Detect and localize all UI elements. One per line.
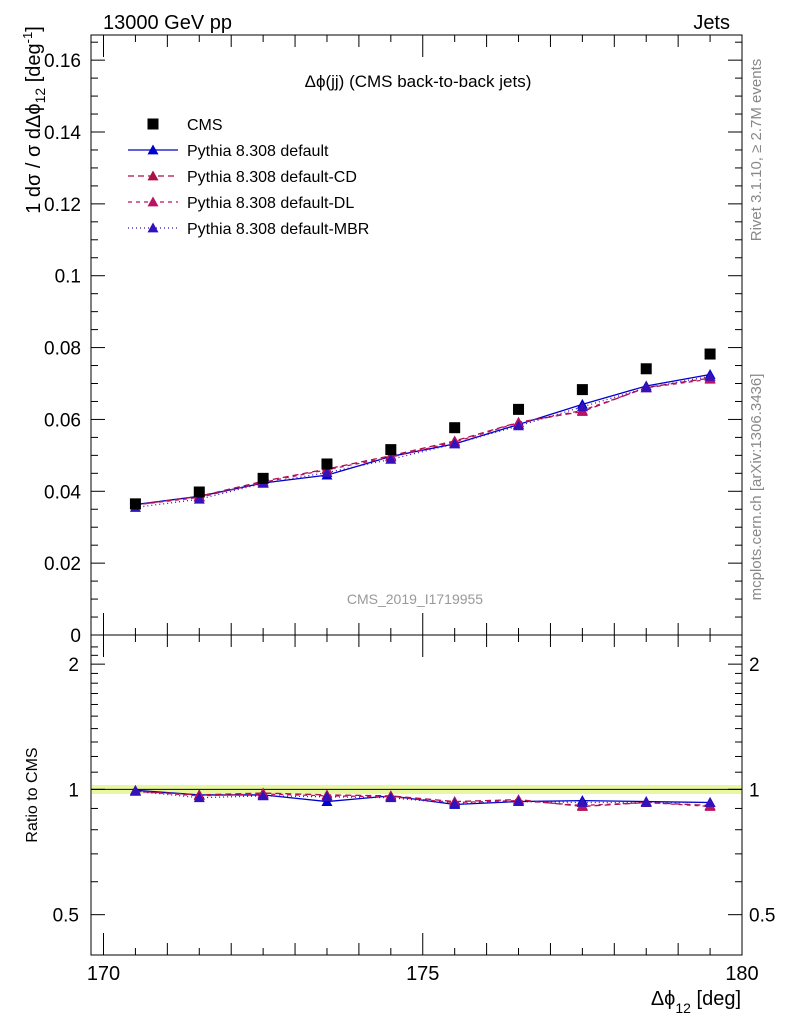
series-marker-3: [449, 438, 461, 449]
series-line-3: [135, 375, 711, 509]
x-tick-label: 170: [87, 963, 120, 985]
cms-data-point: [449, 422, 461, 434]
legend-label-2: Pythia 8.308 default-DL: [187, 195, 354, 212]
series-line-1: [135, 377, 711, 506]
legend-label-3: Pythia 8.308 default-MBR: [187, 221, 369, 238]
ratio-y-axis: 0.5 0.5 1 1 2 2: [53, 646, 775, 956]
ratio-y-axis-label: Ratio to CMS: [24, 747, 41, 842]
y-tick-label: 0.14: [44, 123, 81, 144]
ratio-marker-3: [640, 797, 652, 807]
x-tick-label: 180: [725, 963, 758, 985]
series-line-2: [135, 378, 711, 506]
ratio-marker-3: [257, 790, 269, 801]
cms-data-point: [385, 444, 397, 456]
main-series-group: [129, 369, 716, 512]
y-tick-label: 0.06: [44, 410, 81, 431]
y-tick-label: 0.08: [44, 339, 81, 360]
ratio-y-tick-label-left: 0.5: [53, 906, 79, 927]
legend-marker-2: [147, 196, 159, 207]
analysis-watermark: CMS_2019_I1719955: [347, 591, 483, 607]
series-marker-3: [704, 370, 716, 381]
main-y-axis-label: 1 dσ / σ dΔϕ12 [deg-1]: [20, 26, 48, 214]
legend-label-1: Pythia 8.308 default-CD: [187, 169, 357, 186]
ratio-y-tick-label-left: 1: [68, 780, 79, 801]
legend-label-cms: CMS: [187, 117, 223, 134]
y-tick-label: 0.04: [44, 482, 81, 503]
x-label-quantity: Δϕ: [651, 988, 676, 1010]
legend-marker-0: [147, 144, 159, 155]
main-y-axis: 0 0.02 0.04 0.06 0.08 0.1 0.12 0.14 0.16: [44, 41, 742, 647]
legend-marker-3: [147, 222, 159, 233]
y-label-unit: [deg: [23, 43, 45, 82]
ratio-y-tick-label-left: 2: [68, 655, 79, 676]
mcplots-label: mcplots.cern.ch [arXiv:1306.3436]: [748, 374, 765, 601]
y-label-unit-close: ]: [23, 26, 45, 32]
legend-marker-cms: [147, 118, 159, 130]
svg-text:1 dσ / σ dΔϕ12 [deg-1]: 1 dσ / σ dΔϕ12 [deg-1]: [20, 26, 48, 214]
x-label-unit: [deg]: [697, 988, 741, 1010]
x-label-subscript: 12: [675, 1000, 691, 1016]
ratio-y-tick-label-right: 0.5: [749, 906, 775, 927]
series-marker-3: [321, 467, 333, 478]
ratio-marker-3: [449, 797, 461, 808]
y-tick-label: 0.1: [55, 267, 81, 288]
ratio-line-0: [135, 789, 711, 806]
ratio-marker-3: [129, 785, 141, 796]
y-label-unit-exponent: -1: [20, 32, 35, 44]
cms-data-point: [576, 384, 588, 396]
cms-data-point: [513, 403, 525, 415]
series-marker-3: [193, 493, 205, 504]
series-line-0: [135, 373, 711, 506]
cms-data-point: [321, 458, 333, 470]
cms-data-point: [257, 472, 269, 484]
ratio-marker-3: [513, 796, 525, 806]
series-marker-3: [513, 420, 525, 431]
legend: CMS Pythia 8.308 default Pythia 8.308 defa…: [128, 117, 369, 238]
cms-data-group: [129, 348, 716, 510]
chart-title: Δϕ(jj) (CMS back-to-back jets): [305, 72, 532, 91]
ratio-marker-3: [385, 792, 397, 803]
cms-data-point: [193, 486, 205, 498]
y-tick-label: 0.16: [44, 51, 81, 72]
header-energy-label: 13000 GeV pp: [103, 12, 232, 34]
ratio-marker-3: [193, 792, 205, 803]
x-axis: 170 175 180: [87, 35, 759, 985]
ratio-y-tick-label-right: 2: [749, 655, 760, 676]
legend-marker-1: [147, 170, 159, 181]
header-process-label: Jets: [693, 12, 730, 34]
y-tick-label: 0.12: [44, 195, 81, 216]
ratio-marker-3: [321, 791, 333, 802]
ratio-y-tick-label-right: 1: [749, 780, 760, 801]
y-label-subscript: 12: [32, 88, 48, 104]
ratio-plot-frame: [90, 634, 743, 956]
ratio-marker-3: [704, 797, 716, 807]
cms-data-point: [640, 363, 652, 375]
y-label-quantity: 1 dσ / σ dΔϕ: [23, 103, 45, 213]
cms-data-point: [129, 498, 141, 510]
series-marker-3: [385, 453, 397, 464]
ratio-line-3: [135, 790, 711, 805]
x-axis-label: Δϕ12 [deg]: [651, 988, 741, 1016]
y-tick-label: 0: [70, 626, 81, 647]
ratio-line-1: [135, 790, 711, 808]
ratio-series-group: [129, 784, 716, 811]
rivet-version-label: Rivet 3.1.10, ≥ 2.7M events: [748, 59, 765, 242]
ratio-marker-3: [576, 797, 588, 807]
y-tick-label: 0.02: [44, 554, 81, 575]
cms-data-point: [704, 348, 716, 360]
series-marker-3: [640, 382, 652, 393]
x-tick-label: 175: [406, 963, 439, 985]
series-marker-3: [576, 401, 588, 412]
legend-label-0: Pythia 8.308 default: [187, 143, 329, 160]
